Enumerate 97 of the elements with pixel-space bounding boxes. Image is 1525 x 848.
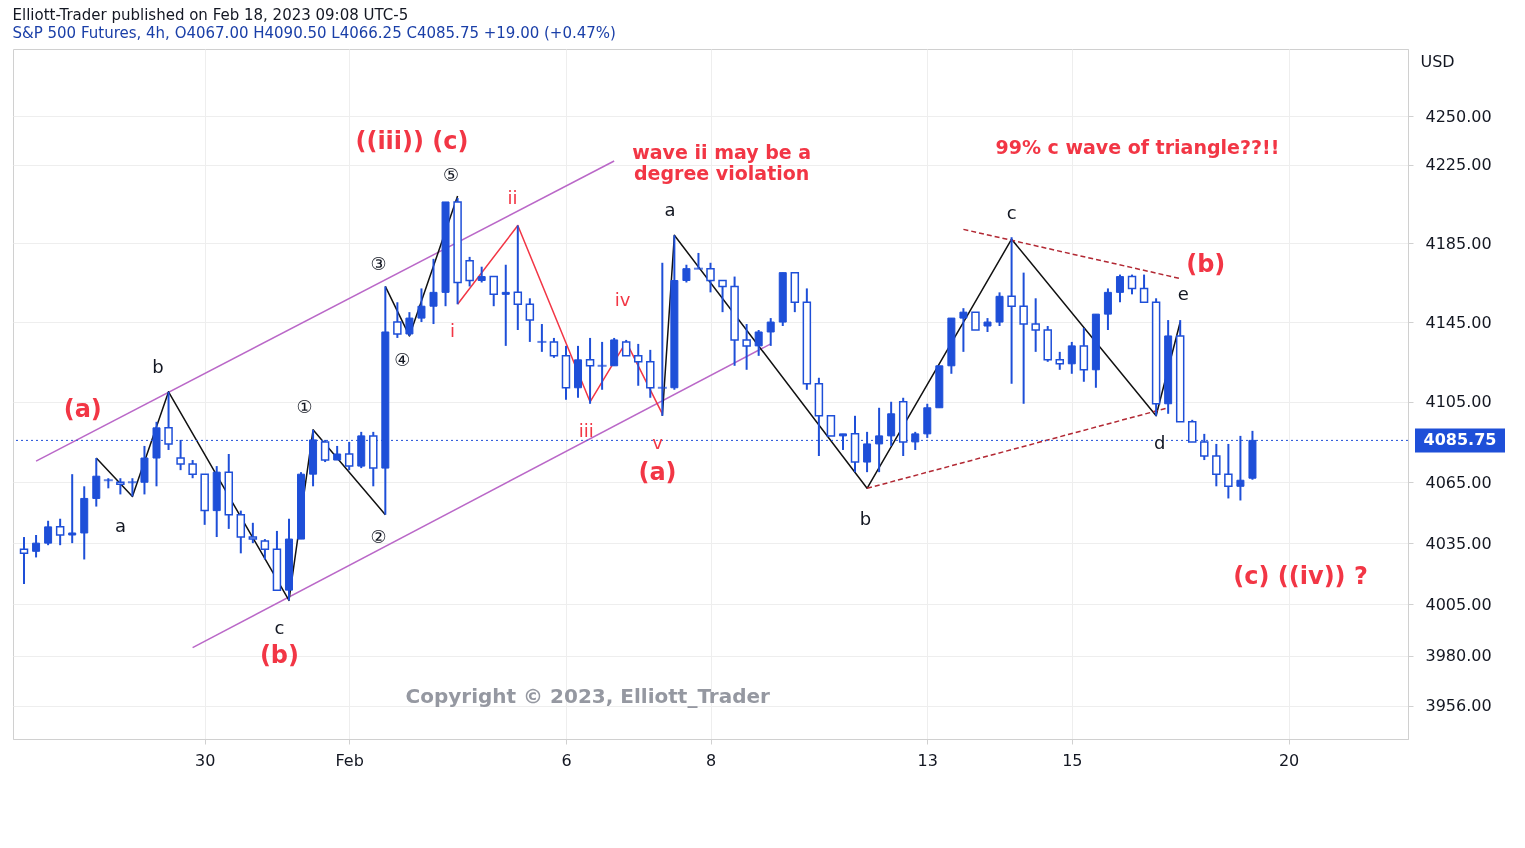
- candlestick: [260, 538, 270, 561]
- x-tick-label: 8: [705, 750, 717, 770]
- candlestick: [344, 440, 354, 472]
- candlestick: [742, 323, 751, 371]
- y-tick-label: 4065.00: [1425, 472, 1492, 492]
- annotation: 99% c wave of triangle??!!: [995, 135, 1280, 158]
- candlestick: [248, 521, 258, 545]
- y-tick-label: 4225.00: [1425, 155, 1492, 175]
- candlestick: [32, 534, 41, 559]
- candlestick: [693, 251, 703, 270]
- y-axis-title: USD: [1420, 51, 1455, 71]
- candlestick: [1079, 327, 1089, 383]
- annotation: b: [859, 507, 872, 529]
- annotation: (a): [638, 458, 677, 487]
- candlestick: [959, 307, 968, 353]
- annotation: d: [1153, 432, 1166, 454]
- candlestick: [236, 509, 246, 555]
- annotation: iii: [578, 419, 594, 441]
- annotation: (a): [63, 394, 102, 423]
- candlestick: [92, 457, 101, 508]
- candlestick: [911, 430, 920, 451]
- annotation: a: [114, 515, 126, 537]
- candlestick: [1067, 340, 1076, 375]
- candlestick: [68, 473, 77, 545]
- candlestick: [465, 255, 474, 288]
- annotation: ④: [394, 348, 411, 370]
- annotation: ③: [370, 252, 387, 274]
- ref-line-label: 4085.75: [1423, 430, 1497, 450]
- candlestick: [549, 336, 559, 359]
- candlestick: [754, 328, 763, 357]
- y-tick-label: 4105.00: [1425, 392, 1492, 412]
- chart-subtitle: S&P 500 Futures, 4h, O4067.00 H4090.50 L4066.25 C4085.75 +19.00 (+0.47%): [12, 24, 616, 42]
- candlestick: [525, 297, 535, 343]
- candlestick: [597, 340, 607, 391]
- candlestick: [127, 477, 137, 498]
- candlestick: [1031, 297, 1040, 353]
- candlestick: [1212, 442, 1221, 488]
- annotation: ⑤: [442, 163, 460, 185]
- chart-title: Elliott-Trader published on Feb 18, 2023 09:08 UTC-5: [12, 6, 409, 24]
- annotation: ②: [370, 526, 387, 548]
- y-tick-label: 4035.00: [1425, 533, 1492, 553]
- candlestick: [863, 430, 872, 474]
- annotation: b: [152, 355, 164, 377]
- annotation: (b): [259, 640, 300, 669]
- x-tick-label: 30: [194, 750, 216, 770]
- candlestick: [489, 275, 498, 308]
- annotation: ii: [507, 186, 518, 208]
- candlestick: [1019, 271, 1028, 405]
- candlestick: [44, 519, 53, 547]
- candlestick: [766, 317, 775, 347]
- candlestick: [585, 336, 595, 405]
- y-tick-label: 4250.00: [1425, 106, 1492, 126]
- y-tick-label: 3980.00: [1425, 646, 1492, 666]
- x-tick-label: 6: [561, 750, 572, 770]
- annotation: (b): [1186, 249, 1226, 278]
- y-tick-label: 3956.00: [1425, 696, 1492, 716]
- annotation: ((iii)) (c): [355, 127, 469, 156]
- candlestick: [405, 311, 414, 337]
- line-series: [456, 224, 664, 415]
- candlestick: [657, 261, 667, 417]
- candlestick: [1139, 273, 1149, 304]
- candlestick: [188, 459, 197, 480]
- candlestick: [501, 263, 510, 347]
- annotation: iv: [614, 288, 631, 310]
- y-tick-label: 4005.00: [1425, 594, 1492, 614]
- x-tick-label: 15: [1062, 750, 1083, 770]
- candlestick: [1115, 273, 1124, 304]
- x-tick-label: 13: [917, 750, 938, 770]
- candlestick: [393, 301, 402, 339]
- annotation: ①: [296, 395, 313, 417]
- x-tick-label: Feb: [335, 750, 364, 770]
- candlestick: [537, 323, 547, 353]
- candlestick: [1224, 442, 1233, 500]
- annotation: v: [652, 432, 664, 454]
- annotation: c: [1006, 201, 1017, 223]
- annotation: wave ii may be a degree violation: [632, 140, 812, 184]
- candlestick: [1127, 273, 1137, 296]
- y-tick-label: 4185.00: [1425, 233, 1492, 253]
- annotation: i: [449, 319, 455, 341]
- annotation: e: [1177, 282, 1189, 304]
- candlestick: [718, 279, 727, 314]
- candlestick: [875, 406, 884, 474]
- candlestick: [826, 414, 836, 437]
- candlestick: [633, 342, 643, 387]
- candlestick: [513, 224, 523, 331]
- candlestick: [1007, 236, 1016, 385]
- annotation: a: [664, 199, 676, 221]
- candlestick: [429, 257, 438, 326]
- annotation: c: [274, 616, 285, 638]
- candlestick: [706, 261, 715, 294]
- candlestick: [417, 287, 426, 324]
- candlestick: [1103, 287, 1112, 331]
- y-tick-label: 4145.00: [1425, 312, 1492, 332]
- x-tick-label: 20: [1278, 750, 1300, 770]
- candlestick: [55, 517, 65, 547]
- annotation: (c) ((iv)) ?: [1233, 561, 1368, 590]
- annotation: Copyright © 2023, Elliott_Trader: [405, 683, 771, 708]
